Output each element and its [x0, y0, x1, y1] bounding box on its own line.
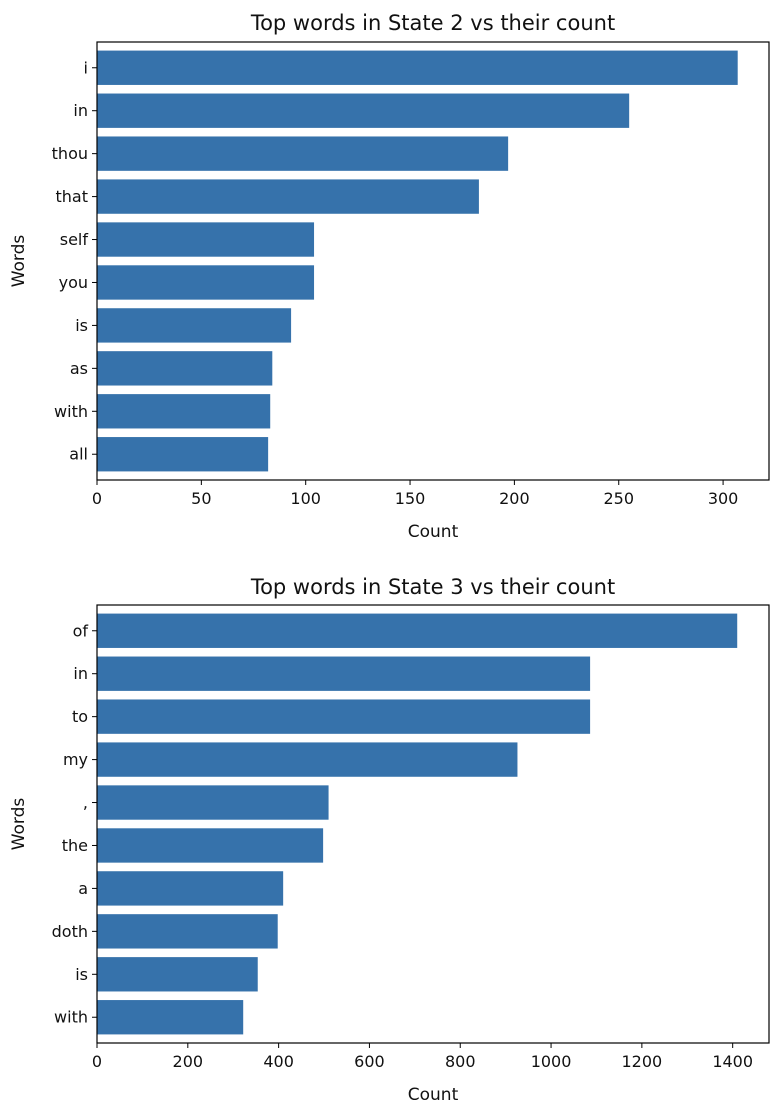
chart-title: Top words in State 3 vs their count — [250, 575, 615, 599]
y-tick-label: of — [73, 621, 89, 640]
bar-1 — [97, 613, 738, 648]
bar-9 — [97, 394, 271, 429]
y-tick-label: doth — [52, 922, 88, 941]
y-tick-label: in — [73, 101, 88, 120]
bar-4 — [97, 742, 518, 777]
plot-frame — [96, 41, 770, 481]
bar-10 — [97, 437, 269, 472]
chart-title: Top words in State 2 vs their count — [250, 11, 615, 35]
x-tick-label: 1400 — [712, 1052, 753, 1071]
x-tick-label: 200 — [173, 1052, 204, 1071]
x-tick-label: 300 — [708, 489, 739, 508]
bars — [97, 50, 738, 472]
x-axis-label: Count — [408, 522, 459, 542]
bar-8 — [97, 351, 273, 386]
x-tick-label: 0 — [92, 489, 102, 508]
x-tick-label: 400 — [263, 1052, 294, 1071]
y-tick-label: my — [63, 750, 88, 769]
bar-2 — [97, 93, 630, 128]
bar-3 — [97, 136, 509, 171]
bar-9 — [97, 957, 258, 992]
x-tick-label: 0 — [92, 1052, 102, 1071]
x-tick-label: 50 — [191, 489, 211, 508]
y-tick-label: in — [73, 664, 88, 683]
bar-5 — [97, 785, 329, 820]
bar-4 — [97, 179, 479, 214]
bar-2 — [97, 656, 591, 691]
y-tick-label: a — [78, 879, 88, 898]
y-tick-label: as — [70, 359, 88, 378]
y-tick-label: , — [83, 793, 88, 812]
x-axis-label: Count — [408, 1085, 459, 1105]
x-tick-label: 200 — [499, 489, 530, 508]
y-tick-label: the — [62, 836, 88, 855]
y-axis-label: Words — [9, 235, 29, 288]
y-tick-label: that — [56, 187, 89, 206]
chart-state-3: Top words in State 3 vs their count Coun… — [9, 575, 770, 1105]
y-tick-label: i — [84, 58, 88, 77]
y-ticks: of in to my, the a doth is with — [52, 621, 97, 1027]
bar-3 — [97, 699, 591, 734]
y-tick-label: all — [69, 445, 88, 464]
y-tick-label: to — [72, 707, 88, 726]
x-ticks: 0 200 400 600 800 1000 1200 1400 — [92, 1043, 753, 1071]
plot-frame — [96, 604, 770, 1044]
x-tick-label: 1000 — [531, 1052, 572, 1071]
bar-7 — [97, 871, 284, 906]
bar-6 — [97, 828, 324, 863]
bars — [97, 613, 738, 1035]
bar-5 — [97, 222, 315, 257]
y-tick-label: with — [54, 402, 88, 421]
bar-1 — [97, 50, 738, 85]
y-tick-label: with — [54, 1008, 88, 1027]
x-tick-label: 250 — [603, 489, 634, 508]
y-tick-label: you — [59, 273, 88, 292]
x-tick-label: 600 — [354, 1052, 385, 1071]
y-axis-label: Words — [9, 798, 29, 851]
bar-6 — [97, 265, 315, 300]
y-tick-label: self — [60, 230, 89, 249]
y-tick-label: is — [75, 965, 88, 984]
y-tick-label: is — [75, 316, 88, 335]
bar-7 — [97, 308, 292, 343]
x-ticks: 0 50 100 150 200 250 300 — [92, 480, 738, 508]
y-ticks: i in thou that self you is as with all — [52, 58, 97, 464]
bar-10 — [97, 1000, 244, 1035]
x-tick-label: 100 — [290, 489, 321, 508]
chart-state-2: Top words in State 2 vs their count Coun… — [9, 11, 770, 542]
bar-8 — [97, 914, 278, 949]
x-tick-label: 150 — [395, 489, 426, 508]
x-tick-label: 800 — [445, 1052, 476, 1071]
x-tick-label: 1200 — [622, 1052, 663, 1071]
y-tick-label: thou — [52, 144, 88, 163]
